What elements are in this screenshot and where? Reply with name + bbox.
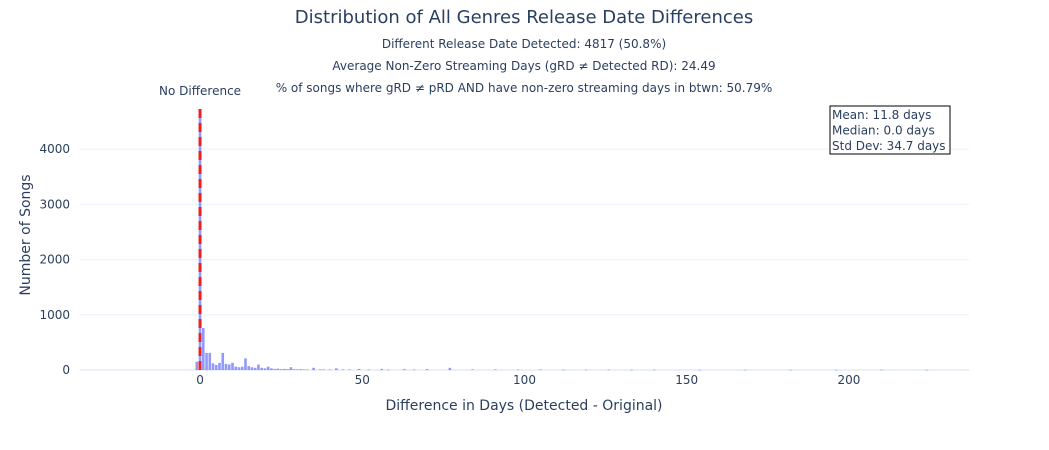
- x-tick-label-1: 50: [355, 373, 370, 387]
- histogram-bar-9: [224, 363, 228, 370]
- histogram-bar-53: [539, 369, 543, 371]
- histogram-bar-63: [880, 369, 883, 371]
- histogram-bar-28: [286, 369, 289, 370]
- histogram-bar-35: [312, 367, 315, 370]
- histogram-bar-52: [516, 369, 520, 371]
- y-tick-label-4: 4000: [39, 142, 70, 156]
- histogram-bar-55: [584, 369, 588, 371]
- x-tick-label-0: 0: [196, 373, 204, 387]
- y-tick-label-1: 1000: [39, 308, 70, 322]
- histogram-bar-25: [276, 368, 280, 370]
- histogram-bar-43: [367, 369, 371, 371]
- histogram-bar-26: [279, 369, 283, 370]
- histogram-bar-56: [607, 369, 611, 371]
- histogram-bar-20: [260, 367, 263, 370]
- histogram-bar-24: [273, 368, 276, 370]
- histogram-bar-41: [347, 369, 351, 371]
- histogram-bar-32: [299, 369, 302, 370]
- histogram-bar-29: [289, 367, 293, 370]
- histogram-bar-59: [698, 369, 702, 371]
- histogram-bar-15: [244, 358, 247, 370]
- histogram-bar-12: [234, 366, 238, 370]
- histogram-bar-62: [834, 369, 838, 371]
- chart-title: Distribution of All Genres Release Date …: [295, 7, 753, 28]
- histogram-bar-30: [292, 369, 296, 370]
- x-tick-label-3: 150: [675, 373, 698, 387]
- stats-box-border: [829, 105, 951, 155]
- stats-mean: Mean: 11.8 days: [832, 108, 931, 122]
- histogram-bar-27: [283, 368, 286, 370]
- histogram-bar-21: [263, 368, 267, 370]
- histogram-bar-39: [335, 368, 338, 370]
- y-axis-title: Number of Songs: [18, 174, 34, 295]
- histogram-bar-14: [240, 366, 244, 370]
- histogram-bar-54: [562, 369, 565, 371]
- histogram-bar-36: [318, 369, 322, 370]
- ticks-layer: 0 1000 2000 3000 4000 0 50 100 150 200: [39, 142, 860, 387]
- chart-subtitle-1: Different Release Date Detected: 4817 (5…: [382, 37, 666, 51]
- histogram-bar-17: [250, 367, 254, 370]
- histogram-bar-57: [630, 369, 633, 371]
- y-tick-label-2: 2000: [39, 253, 70, 267]
- histogram-bar-38: [328, 369, 332, 371]
- histogram-bar-50: [471, 369, 474, 370]
- histogram-bar-6: [214, 365, 218, 370]
- histogram-bar-8: [221, 352, 225, 370]
- histogram-bar-49: [448, 367, 452, 370]
- histogram-bar-64: [925, 369, 929, 371]
- histogram-bar-40: [341, 369, 345, 370]
- histogram-bar-16: [247, 366, 251, 370]
- grid-layer: [80, 148, 969, 371]
- histogram-bar-3: [205, 352, 208, 370]
- histogram-bar-42: [357, 368, 361, 370]
- x-axis-title: Difference in Days (Detected - Original): [385, 398, 662, 414]
- histogram-bar-7: [218, 362, 221, 370]
- stats-box: Mean: 11.8 days Median: 0.0 days Std Dev…: [829, 105, 951, 155]
- histogram-bar-61: [789, 369, 792, 371]
- y-tick-label-0: 0: [62, 363, 70, 377]
- x-tick-label-2: 100: [513, 373, 536, 387]
- x-tick-label-4: 200: [837, 373, 860, 387]
- histogram-bar-51: [494, 369, 497, 370]
- histogram-bar-18: [253, 367, 257, 370]
- histogram-bar-45: [386, 369, 390, 371]
- histogram-bar-48: [425, 369, 429, 370]
- histogram-bar-37: [322, 369, 325, 370]
- histogram-bar-31: [296, 369, 299, 370]
- histogram-bar-10: [227, 364, 231, 370]
- histogram-bar-33: [302, 369, 306, 370]
- histogram-bar-4: [208, 352, 212, 370]
- histogram-bar-47: [412, 369, 416, 371]
- histogram-bar-0: [195, 361, 199, 370]
- y-tick-label-3: 3000: [39, 197, 70, 211]
- stats-stddev: Std Dev: 34.7 days: [832, 139, 946, 153]
- histogram-bar-5: [211, 363, 215, 370]
- histogram-bar-2: [201, 328, 205, 370]
- histogram-bar-11: [231, 362, 234, 370]
- histogram-bar-23: [270, 368, 273, 370]
- histogram-bar-60: [743, 369, 747, 371]
- chart-subtitle-2: Average Non-Zero Streaming Days (gRD ≠ D…: [332, 59, 715, 73]
- chart-subtitle-3: % of songs where gRD ≠ pRD AND have non-…: [276, 81, 773, 95]
- stats-median: Median: 0.0 days: [832, 124, 935, 138]
- vline-label: No Difference: [159, 84, 241, 98]
- histogram-bar-44: [380, 368, 384, 370]
- histogram-bar-22: [266, 366, 270, 370]
- histogram-bar-34: [305, 369, 309, 370]
- histogram-bar-58: [652, 369, 656, 371]
- histogram-bar-13: [237, 367, 241, 370]
- histogram-bar-19: [257, 364, 260, 370]
- histogram-bar-46: [403, 369, 406, 370]
